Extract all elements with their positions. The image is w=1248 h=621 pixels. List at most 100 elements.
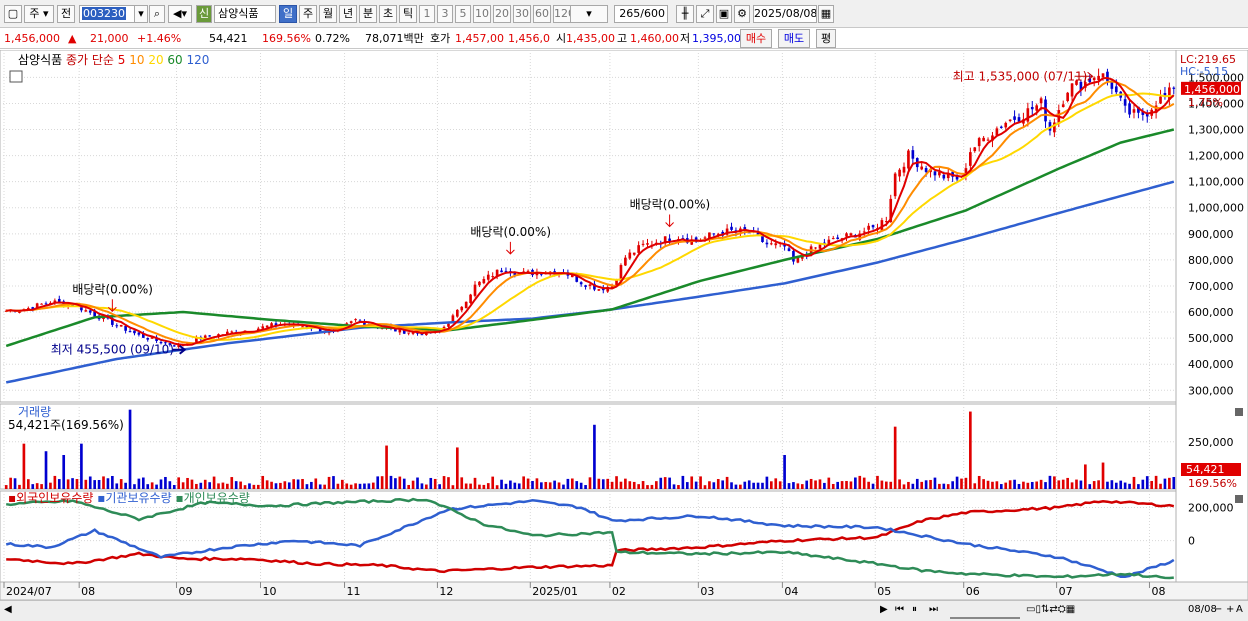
x-tick-label: 12	[439, 585, 453, 598]
layout-icon[interactable]: ▢	[4, 5, 22, 23]
search-icon[interactable]: ⌕	[149, 5, 165, 23]
stock-name[interactable]: 삼양식품	[214, 5, 276, 23]
volume-bar	[1154, 475, 1158, 489]
candle-body	[1079, 81, 1083, 91]
volume-bar	[26, 479, 30, 489]
interval-button-20[interactable]: 20	[493, 5, 511, 23]
candle-body	[575, 274, 579, 282]
candle-body	[615, 279, 618, 286]
candle-body	[911, 150, 915, 159]
zoom-in-icon[interactable]: +	[1226, 604, 1235, 615]
volume-bar	[389, 475, 393, 489]
candle-body	[663, 236, 667, 244]
interval-button-3[interactable]: 3	[437, 5, 453, 23]
pause-icon[interactable]: ⏸	[912, 604, 917, 615]
interval-button-120[interactable]: 120	[553, 5, 571, 23]
sell-button[interactable]: 매도	[778, 29, 810, 48]
scroll-last-icon[interactable]: ⏭	[929, 604, 938, 615]
volume-bar	[62, 455, 66, 489]
volume-bar	[553, 480, 556, 489]
candle-body	[1132, 109, 1136, 113]
candle-body	[119, 324, 123, 327]
volume-current: 54,421주(169.56%)	[8, 418, 124, 432]
pane-frame-1	[0, 403, 1177, 490]
draw-tool-icon[interactable]: ⤢	[696, 5, 714, 23]
volume-bar	[699, 476, 702, 489]
volume-bar	[756, 482, 760, 489]
interval-button-60[interactable]: 60	[533, 5, 551, 23]
count-field[interactable]: 265/600	[614, 5, 668, 23]
code-input[interactable]: 003230	[79, 5, 135, 23]
scroll-first-icon[interactable]: ⏮	[895, 604, 904, 615]
candle-body	[44, 303, 48, 305]
average-button[interactable]: 평	[816, 29, 836, 48]
volume-bar	[774, 478, 778, 489]
interval-input[interactable]: ▾	[570, 5, 608, 23]
zoom-slider[interactable]	[950, 603, 1020, 619]
volume-bar	[646, 485, 649, 489]
code-dropdown-icon[interactable]: ▾	[134, 5, 148, 23]
scroll-right-icon[interactable]: ▶	[880, 604, 888, 615]
interval-button-10[interactable]: 10	[473, 5, 491, 23]
interval-button-30[interactable]: 30	[513, 5, 531, 23]
candle-body	[1013, 116, 1016, 120]
volume-bar	[491, 476, 495, 489]
volume-bar	[792, 482, 795, 489]
high-price: 1,460,00	[630, 32, 679, 45]
volume-bar	[557, 482, 561, 489]
volume-bar	[283, 481, 287, 489]
volume-bar	[827, 477, 831, 489]
period-button-6[interactable]: 틱	[399, 5, 417, 23]
zoom-out-icon[interactable]: −	[1214, 604, 1223, 615]
period-button-0[interactable]: 일	[279, 5, 297, 23]
save-icon[interactable]: ▣	[716, 5, 732, 23]
period-button-1[interactable]: 주	[299, 5, 317, 23]
candle-body	[938, 172, 941, 176]
candle-body	[111, 318, 114, 325]
type-select[interactable]: 전	[57, 5, 75, 23]
period-button-5[interactable]: 초	[379, 5, 397, 23]
candle-body	[1110, 80, 1114, 89]
period-button-2[interactable]: 월	[319, 5, 337, 23]
market-select[interactable]: 주 ▾	[24, 5, 54, 23]
interval-button-1[interactable]: 1	[419, 5, 435, 23]
interval-button-5[interactable]: 5	[455, 5, 471, 23]
candle-type-icon[interactable]: ╫	[676, 5, 694, 23]
chart-scrollbar[interactable]: ◀ ▶ ⏮ ⏸ ⏭ ▭▯⇅⇄⛭▦ 08/08 − + A	[0, 600, 1248, 621]
gear-icon[interactable]: ⚙	[734, 5, 750, 23]
holdings-line-2	[6, 497, 1174, 580]
volume-bar	[584, 485, 587, 489]
x-tick-label: 04	[784, 585, 798, 598]
count-total: /600	[640, 7, 665, 20]
speaker-icon[interactable]: ◀▾	[168, 5, 192, 23]
x-tick-label: 08	[81, 585, 95, 598]
date-field[interactable]: 2025/08/08	[753, 5, 817, 23]
quote-bar: 1,456,000 ▲ 21,000 +1.46% 54,421 169.56%…	[0, 28, 1248, 49]
scroll-left-icon[interactable]: ◀	[4, 604, 12, 615]
volume-bar	[49, 482, 52, 489]
volume-bar	[969, 411, 972, 489]
candle-body	[270, 323, 273, 328]
volume-bar	[880, 480, 884, 489]
buy-button[interactable]: 매수	[740, 29, 772, 48]
period-button-3[interactable]: 년	[339, 5, 357, 23]
volume-bar	[973, 483, 977, 489]
chart-tools-icon[interactable]: ▭▯⇅⇄⛭▦	[1026, 604, 1076, 615]
volume-bar	[239, 481, 242, 489]
candle-body	[1172, 87, 1176, 89]
price-tick-label: 800,000	[1188, 254, 1234, 267]
font-size-icon[interactable]: A	[1236, 604, 1243, 615]
volume-bar	[500, 479, 503, 489]
ma60-line	[5, 128, 1175, 348]
low-price: 1,395,00	[692, 32, 741, 45]
price-badge-pct: 1.75%	[1188, 96, 1223, 109]
candle-body	[858, 233, 862, 240]
period-button-4[interactable]: 분	[359, 5, 377, 23]
volume-bar	[1137, 484, 1140, 489]
volume-bar	[1145, 476, 1149, 489]
calendar-icon[interactable]: ▦	[818, 5, 834, 23]
annotation-low-arrow	[172, 344, 187, 355]
lc-label: LC:219.65	[1180, 53, 1236, 66]
ma10-line	[6, 80, 1175, 345]
